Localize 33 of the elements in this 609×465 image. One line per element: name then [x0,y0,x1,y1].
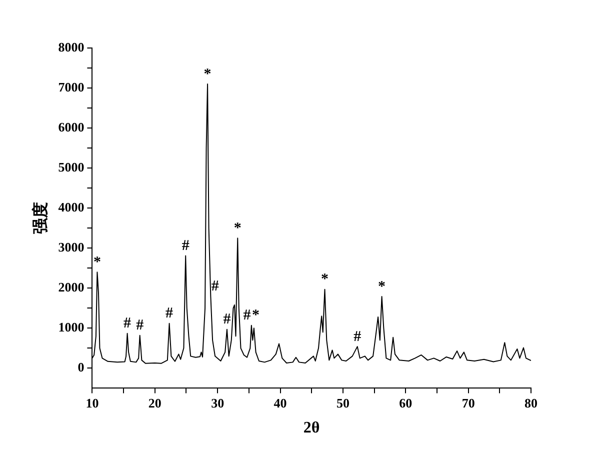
x-tick-label: 40 [274,395,287,410]
x-axis-title: 2θ [303,420,320,437]
annotation: # [223,312,232,328]
x-tick-label: 70 [462,395,475,410]
y-tick-label: 8000 [58,39,84,54]
y-tick-label: 6000 [58,119,84,134]
annotation: # [243,308,252,324]
annotation: # [136,318,144,334]
x-tick-label: 60 [399,395,412,410]
y-axis-title: 强度 [30,202,50,234]
x-tick-label: 20 [148,395,162,410]
annotation: * [378,278,386,295]
y-tick-label: 3000 [58,239,84,254]
x-tick-label: 80 [524,395,538,410]
y-tick-label: 1000 [58,320,84,335]
y-tick-label: 2000 [58,280,84,294]
annotation: # [354,328,362,345]
annotation: # [211,278,220,295]
annotation: * [204,66,212,82]
y-tick-label: 5000 [58,159,84,174]
annotation: * [321,272,329,288]
annotation: # [182,238,190,254]
y-tick-label: 0 [78,360,84,375]
annotation: * [252,308,260,324]
x-tick-label: 50 [336,395,350,410]
y-tick-label: 4000 [58,199,84,214]
annotation: # [124,316,132,332]
x-tick-label: 30 [211,395,224,410]
y-tick-label: 7000 [58,79,84,94]
annotation: * [93,254,101,271]
annotation: * [234,220,242,236]
annotation: # [166,306,174,322]
x-tick-label: 10 [86,395,99,410]
